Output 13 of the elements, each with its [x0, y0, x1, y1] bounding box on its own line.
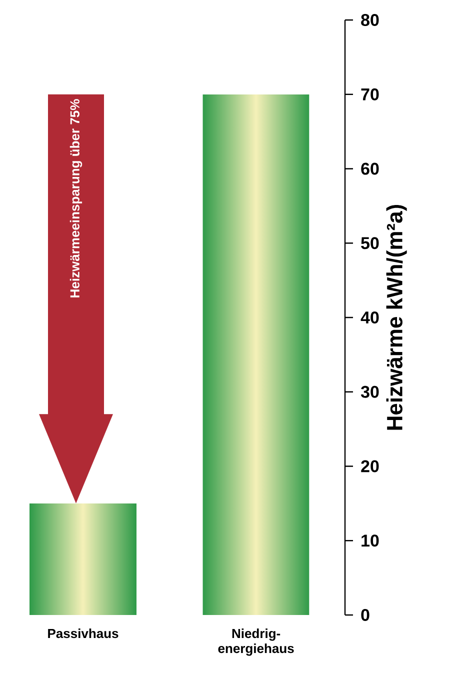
y-tick-label: 70: [361, 88, 379, 100]
y-tick-label: 20: [361, 460, 379, 472]
y-tick-label: 40: [360, 311, 379, 324]
x-tick-label: Passivhaus: [48, 628, 118, 638]
y-tick-label: 0: [361, 608, 370, 622]
x-tick-label: Niedrig-energiehaus: [218, 628, 294, 656]
y-tick-label: 10: [362, 534, 379, 547]
annotation: Heizwärmeeinsparung über 75%: [70, 99, 82, 298]
y-tick-label: 60: [361, 162, 379, 175]
y-tick-label: 80: [361, 14, 379, 26]
y-axis-title: Heizwärme kWh/(m²a): [386, 204, 407, 430]
y-tick-label: 50: [361, 237, 379, 250]
y-tick-label: 30: [360, 386, 379, 398]
